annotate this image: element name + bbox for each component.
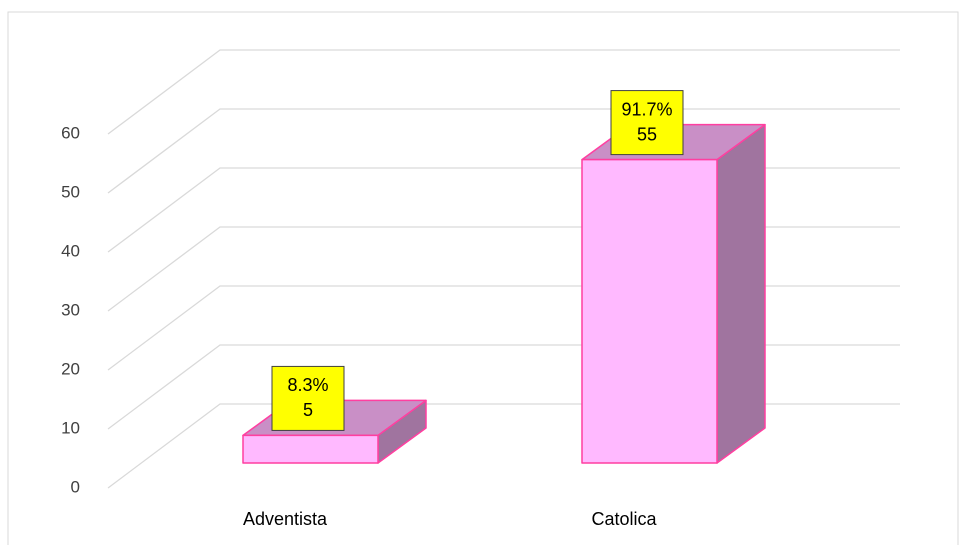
y-tick-label: 10	[61, 418, 80, 437]
bar-side	[716, 123, 766, 464]
y-tick-label: 60	[61, 123, 80, 142]
x-tick-label: Adventista	[243, 509, 328, 529]
data-label-box	[610, 90, 684, 156]
grid-line	[107, 49, 900, 135]
y-tick-label: 30	[61, 300, 80, 319]
x-tick-label: Catolica	[591, 509, 657, 529]
grid-line	[107, 108, 900, 194]
data-label-value: 5	[303, 400, 313, 420]
y-tick-label: 50	[61, 182, 80, 201]
chart-border	[7, 11, 959, 545]
y-tick-label: 0	[71, 477, 80, 496]
bar	[581, 158, 718, 464]
data-label-value: 55	[637, 124, 657, 144]
data-label-percent: 8.3%	[287, 375, 328, 395]
grid-line	[107, 344, 900, 430]
y-tick-label: 20	[61, 359, 80, 378]
grid-line	[107, 285, 900, 371]
bar	[242, 434, 379, 464]
y-tick-label: 40	[61, 241, 80, 260]
data-label-box	[271, 365, 345, 431]
grid-line	[107, 403, 900, 489]
data-label-percent: 91.7%	[621, 99, 672, 119]
grid-line	[107, 167, 900, 253]
grid-line	[107, 226, 900, 312]
